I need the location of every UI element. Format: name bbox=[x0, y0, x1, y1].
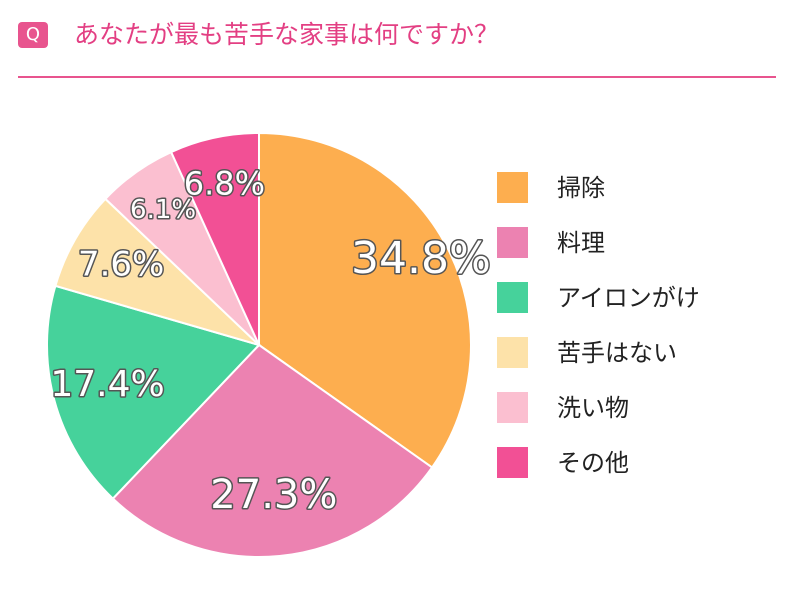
label-dishwashing: 6.1% bbox=[130, 195, 196, 225]
slice-other bbox=[169, 131, 260, 346]
label-cooking: 27.3% bbox=[210, 472, 337, 518]
legend-label: アイロンがけ bbox=[557, 284, 700, 312]
slice-ironing bbox=[46, 284, 261, 501]
legend-label: 苦手はない bbox=[557, 339, 677, 367]
legend-label: 掃除 bbox=[557, 174, 605, 202]
label-ironing: 17.4% bbox=[50, 364, 164, 405]
legend-swatch bbox=[497, 172, 528, 203]
slice-none bbox=[54, 197, 260, 346]
slice-cooking bbox=[111, 343, 434, 558]
label-other: 6.8% bbox=[184, 164, 265, 202]
legend-swatch bbox=[497, 392, 528, 423]
legend-label: 洗い物 bbox=[557, 394, 629, 422]
legend-label: 料理 bbox=[557, 229, 605, 257]
legend-swatch bbox=[497, 447, 528, 478]
slice-cleaning bbox=[258, 131, 472, 469]
header-divider bbox=[18, 76, 776, 78]
legend-swatch bbox=[497, 282, 528, 313]
question-title: あなたが最も苦手な家事は何ですか？ bbox=[74, 20, 500, 49]
question-header: Q あなたが最も苦手な家事は何ですか？ bbox=[0, 0, 800, 80]
question-badge: Q bbox=[18, 22, 48, 48]
legend-label: その他 bbox=[557, 449, 629, 477]
label-cleaning: 34.8% bbox=[351, 233, 491, 284]
label-none: 7.6% bbox=[78, 244, 164, 284]
legend-swatch bbox=[497, 337, 528, 368]
legend-swatch bbox=[497, 227, 528, 258]
